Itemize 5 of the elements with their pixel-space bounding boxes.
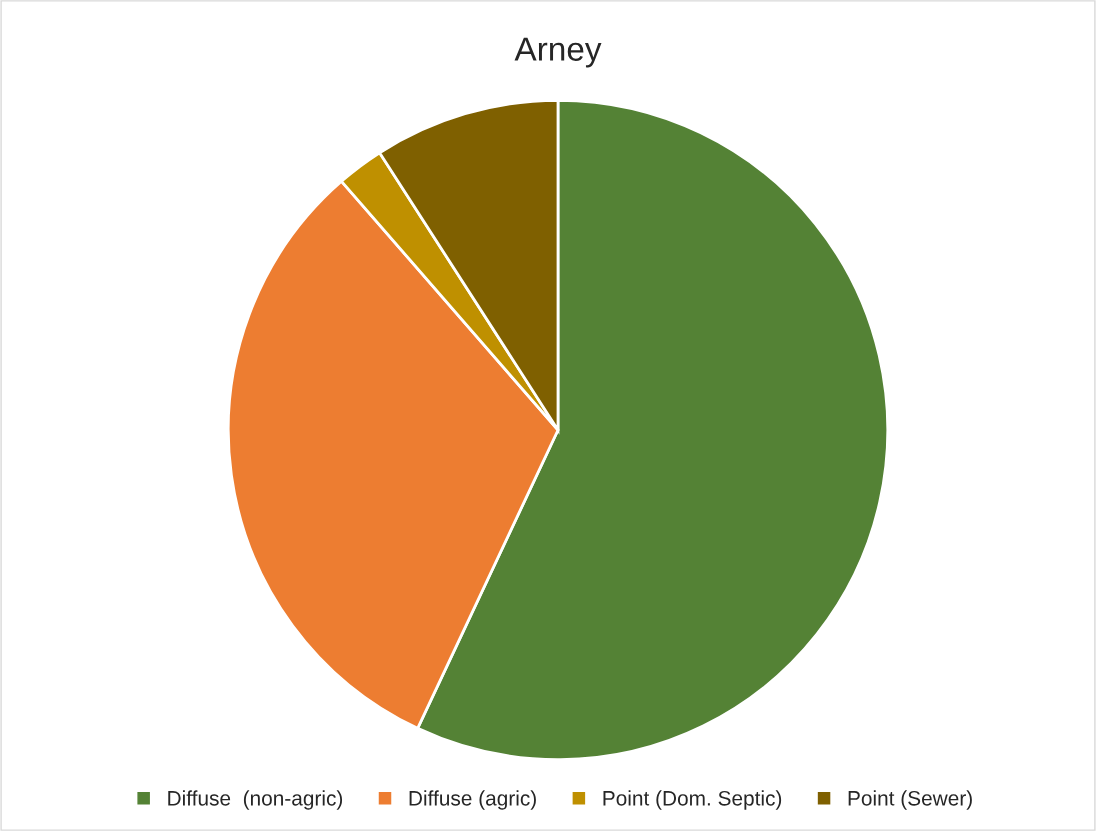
- chart-title: Arney: [514, 37, 602, 68]
- legend-label: Diffuse (non-agric): [168, 790, 343, 810]
- legend-label: Point (Sewer): [848, 790, 972, 810]
- legend-label: Diffuse (agric): [409, 790, 536, 810]
- legend-label: Point (Dom. Septic): [603, 790, 782, 810]
